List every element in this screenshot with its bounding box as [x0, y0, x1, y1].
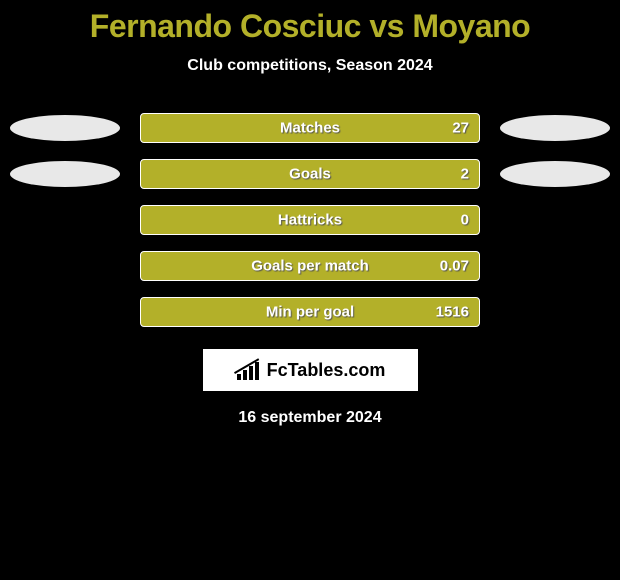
- player-right-badge: [500, 115, 610, 141]
- stat-label: Min per goal: [141, 304, 479, 321]
- stat-value: 0: [461, 212, 469, 229]
- generation-date: 16 september 2024: [0, 409, 620, 427]
- stat-row: Min per goal1516: [0, 297, 620, 327]
- stat-row: Goals per match0.07: [0, 251, 620, 281]
- logo-text: FcTables.com: [267, 360, 386, 381]
- stat-label: Goals per match: [141, 258, 479, 275]
- stat-row: Goals2: [0, 159, 620, 189]
- stat-value: 2: [461, 166, 469, 183]
- stat-label: Goals: [141, 166, 479, 183]
- stat-bar: Goals per match0.07: [140, 251, 480, 281]
- logo-chart-icon: [235, 360, 261, 380]
- stat-row: Matches27: [0, 113, 620, 143]
- stat-bar: Min per goal1516: [140, 297, 480, 327]
- fctables-logo: FcTables.com: [203, 349, 418, 391]
- stat-value: 27: [452, 120, 469, 137]
- stat-value: 0.07: [440, 258, 469, 275]
- player-left-badge: [10, 161, 120, 187]
- player-left-badge: [10, 115, 120, 141]
- page-subtitle: Club competitions, Season 2024: [0, 57, 620, 75]
- stat-bar: Goals2: [140, 159, 480, 189]
- comparison-card: Fernando Cosciuc vs Moyano Club competit…: [0, 0, 620, 427]
- stat-bar: Hattricks0: [140, 205, 480, 235]
- page-title: Fernando Cosciuc vs Moyano: [0, 8, 620, 45]
- stat-value: 1516: [436, 304, 469, 321]
- stats-area: Matches27 Goals2 Hattricks0 Goals per match…: [0, 113, 620, 327]
- stat-label: Hattricks: [141, 212, 479, 229]
- stat-bar: Matches27: [140, 113, 480, 143]
- player-right-badge: [500, 161, 610, 187]
- stat-label: Matches: [141, 120, 479, 137]
- stat-row: Hattricks0: [0, 205, 620, 235]
